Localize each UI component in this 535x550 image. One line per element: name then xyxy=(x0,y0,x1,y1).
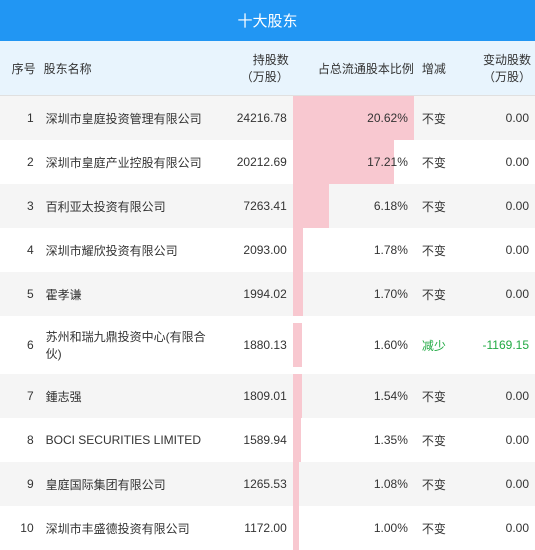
cell-idx: 3 xyxy=(0,184,40,228)
table-row: 4深圳市耀欣投资有限公司2093.00 1.78% 不变0.00 xyxy=(0,228,535,272)
table-title: 十大股东 xyxy=(0,0,535,41)
pct-label: 1.00% xyxy=(374,521,408,535)
col-header-pct: 占总流通股本比例 xyxy=(293,41,414,96)
cell-shares: 2093.00 xyxy=(216,228,293,272)
cell-idx: 4 xyxy=(0,228,40,272)
cell-chg: 不变 xyxy=(414,506,458,550)
cell-chg: 减少 xyxy=(414,316,458,374)
table-row: 8BOCI SECURITIES LIMITED1589.94 1.35% 不变0.… xyxy=(0,418,535,462)
cell-chg: 不变 xyxy=(414,184,458,228)
pct-bar xyxy=(293,462,299,506)
header-row: 序号 股东名称 持股数 （万股） 占总流通股本比例 增减 变动股数 （万股） xyxy=(0,41,535,96)
cell-delta: 0.00 xyxy=(458,228,535,272)
cell-shares: 1265.53 xyxy=(216,462,293,506)
table-row: 7鍾志强1809.01 1.54% 不变0.00 xyxy=(0,374,535,418)
cell-shares: 7263.41 xyxy=(216,184,293,228)
pct-bar xyxy=(293,184,329,228)
table-row: 3百利亚太投资有限公司7263.41 6.18% 不变0.00 xyxy=(0,184,535,228)
cell-idx: 7 xyxy=(0,374,40,418)
cell-name: 苏州和瑞九鼎投资中心(有限合伙) xyxy=(40,316,216,374)
cell-delta: 0.00 xyxy=(458,374,535,418)
cell-delta: 0.00 xyxy=(458,184,535,228)
cell-chg: 不变 xyxy=(414,96,458,141)
cell-delta: 0.00 xyxy=(458,506,535,550)
cell-pct: 1.54% xyxy=(293,374,414,418)
shareholders-table-container: 十大股东 序号 股东名称 持股数 （万股） 占总流通股本比例 增减 变动股数 （… xyxy=(0,0,535,550)
shareholders-table: 序号 股东名称 持股数 （万股） 占总流通股本比例 增减 变动股数 （万股） 1… xyxy=(0,41,535,550)
cell-chg: 不变 xyxy=(414,272,458,316)
cell-name: 皇庭国际集团有限公司 xyxy=(40,462,216,506)
cell-name: 鍾志强 xyxy=(40,374,216,418)
cell-name: 深圳市耀欣投资有限公司 xyxy=(40,228,216,272)
cell-name: 深圳市皇庭投资管理有限公司 xyxy=(40,96,216,141)
cell-name: 百利亚太投资有限公司 xyxy=(40,184,216,228)
cell-pct: 6.18% xyxy=(293,184,414,228)
cell-delta: 0.00 xyxy=(458,96,535,141)
table-row: 9皇庭国际集团有限公司1265.53 1.08% 不变0.00 xyxy=(0,462,535,506)
cell-delta: 0.00 xyxy=(458,462,535,506)
table-body: 1深圳市皇庭投资管理有限公司24216.7820.62%不变0.002深圳市皇庭… xyxy=(0,96,535,550)
cell-idx: 1 xyxy=(0,96,40,141)
cell-pct: 1.70% xyxy=(293,272,414,316)
pct-bar xyxy=(293,272,303,316)
table-row: 2深圳市皇庭产业控股有限公司20212.69 17.21% 不变0.00 xyxy=(0,140,535,184)
pct-label: 6.18% xyxy=(374,199,408,213)
cell-name: BOCI SECURITIES LIMITED xyxy=(40,418,216,462)
pct-label: 17.21% xyxy=(367,155,408,169)
col-header-delta: 变动股数 （万股） xyxy=(458,41,535,96)
cell-pct: 20.62% xyxy=(293,96,414,141)
cell-idx: 5 xyxy=(0,272,40,316)
pct-bar xyxy=(293,506,299,550)
cell-shares: 1809.01 xyxy=(216,374,293,418)
cell-chg: 不变 xyxy=(414,374,458,418)
cell-pct: 1.00% xyxy=(293,506,414,550)
cell-pct: 1.35% xyxy=(293,418,414,462)
col-header-name: 股东名称 xyxy=(40,41,216,96)
col-header-chg: 增减 xyxy=(414,41,458,96)
pct-label: 1.35% xyxy=(374,433,408,447)
cell-delta: 0.00 xyxy=(458,140,535,184)
cell-shares: 1994.02 xyxy=(216,272,293,316)
pct-bar xyxy=(293,228,303,272)
pct-label: 1.54% xyxy=(374,389,408,403)
cell-name: 深圳市丰盛德投资有限公司 xyxy=(40,506,216,550)
cell-pct: 1.60% xyxy=(293,316,414,374)
cell-shares: 1172.00 xyxy=(216,506,293,550)
cell-idx: 6 xyxy=(0,316,40,374)
table-row: 6苏州和瑞九鼎投资中心(有限合伙)1880.13 1.60% 减少-1169.15 xyxy=(0,316,535,374)
cell-idx: 2 xyxy=(0,140,40,184)
cell-idx: 9 xyxy=(0,462,40,506)
pct-label: 1.08% xyxy=(374,477,408,491)
pct-label: 1.60% xyxy=(374,338,408,352)
pct-bar xyxy=(293,374,302,418)
cell-chg: 不变 xyxy=(414,462,458,506)
pct-bar xyxy=(293,418,301,462)
pct-label: 1.78% xyxy=(374,243,408,257)
cell-shares: 1880.13 xyxy=(216,316,293,374)
cell-chg: 不变 xyxy=(414,140,458,184)
table-row: 10深圳市丰盛德投资有限公司1172.00 1.00% 不变0.00 xyxy=(0,506,535,550)
cell-chg: 不变 xyxy=(414,228,458,272)
col-header-shares: 持股数 （万股） xyxy=(216,41,293,96)
table-row: 1深圳市皇庭投资管理有限公司24216.78 20.62% 不变0.00 xyxy=(0,96,535,141)
cell-pct: 1.08% xyxy=(293,462,414,506)
cell-delta: 0.00 xyxy=(458,418,535,462)
cell-pct: 17.21% xyxy=(293,140,414,184)
pct-bar xyxy=(293,323,302,367)
cell-idx: 8 xyxy=(0,418,40,462)
cell-delta: -1169.15 xyxy=(458,316,535,374)
cell-delta: 0.00 xyxy=(458,272,535,316)
cell-pct: 1.78% xyxy=(293,228,414,272)
cell-chg: 不变 xyxy=(414,418,458,462)
cell-shares: 24216.78 xyxy=(216,96,293,141)
cell-idx: 10 xyxy=(0,506,40,550)
table-row: 5霍孝谦1994.02 1.70% 不变0.00 xyxy=(0,272,535,316)
cell-shares: 20212.69 xyxy=(216,140,293,184)
cell-shares: 1589.94 xyxy=(216,418,293,462)
cell-name: 霍孝谦 xyxy=(40,272,216,316)
col-header-idx: 序号 xyxy=(0,41,40,96)
pct-label: 1.70% xyxy=(374,287,408,301)
pct-label: 20.62% xyxy=(367,111,408,125)
cell-name: 深圳市皇庭产业控股有限公司 xyxy=(40,140,216,184)
